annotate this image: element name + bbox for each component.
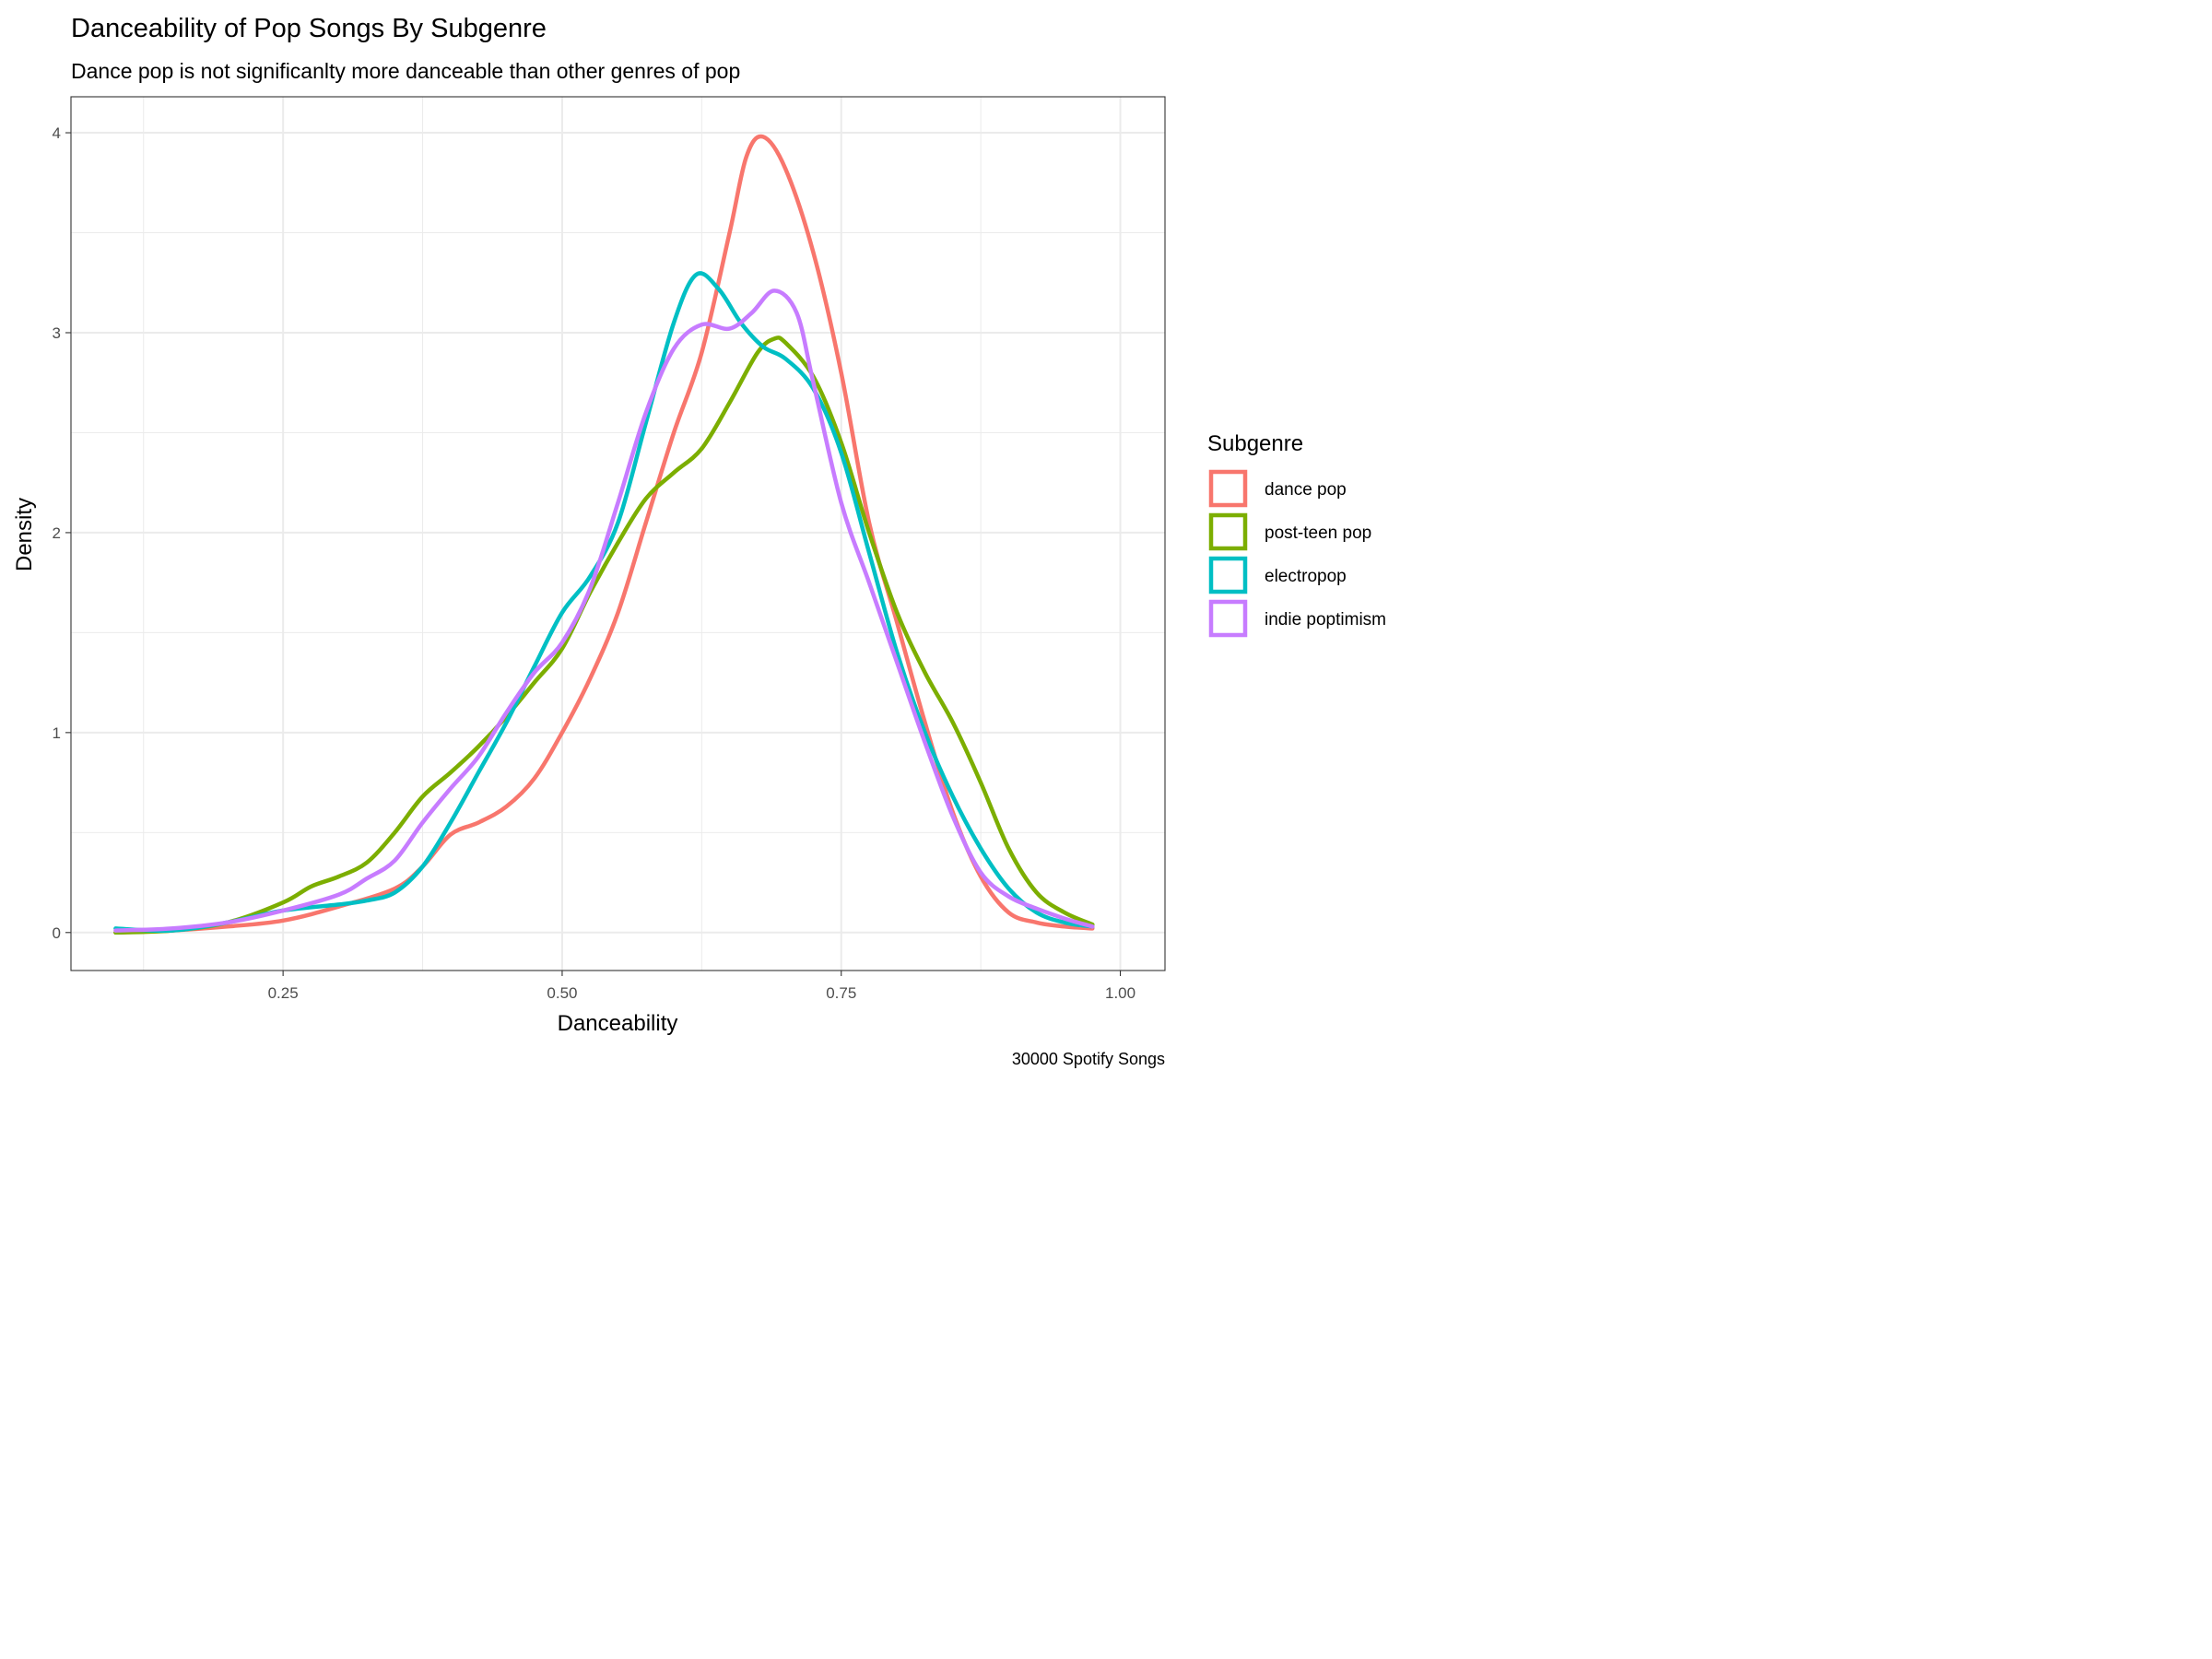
chart-title: Danceability of Pop Songs By Subgenre <box>71 14 547 43</box>
x-tick-label: 0.50 <box>547 984 577 1002</box>
legend-label: electropop <box>1265 567 1347 586</box>
x-axis-title: Danceability <box>558 1011 678 1036</box>
density-line-post-teen-pop <box>113 335 1095 935</box>
density-line-electropop <box>113 271 1095 934</box>
x-tick-label: 0.25 <box>268 984 299 1002</box>
density-line-indie-poptimism <box>113 288 1095 933</box>
chart-caption: 30000 Spotify Songs <box>1012 1050 1165 1068</box>
chart-subtitle: Dance pop is not significanlty more danc… <box>71 59 740 83</box>
legend-title: Subgenre <box>1207 431 1303 456</box>
y-tick-label: 4 <box>53 124 61 142</box>
y-tick-label: 0 <box>53 924 61 942</box>
legend-label: dance pop <box>1265 480 1347 500</box>
legend-key <box>1208 556 1248 594</box>
x-axis: 0.25 0.50 0.75 1.00 <box>268 971 1135 1002</box>
legend-key <box>1208 512 1248 551</box>
legend-key <box>1208 599 1248 638</box>
legend: Subgenre dance pop post-teen pop electropo… <box>1207 431 1386 638</box>
y-axis: 0 1 2 3 4 <box>53 124 71 942</box>
legend-key <box>1208 469 1248 508</box>
major-gridlines <box>71 97 1165 971</box>
panel-border <box>70 96 1166 971</box>
density-chart: Danceability of Pop Songs By Subgenre Da… <box>12 14 1386 1068</box>
legend-label: indie poptimism <box>1265 610 1386 629</box>
minor-gridlines <box>71 97 1165 971</box>
y-axis-title: Density <box>12 498 37 571</box>
density-lines <box>113 134 1095 935</box>
y-tick-label: 2 <box>53 524 61 542</box>
legend-label: post-teen pop <box>1265 524 1371 543</box>
x-tick-label: 1.00 <box>1105 984 1135 1002</box>
plot-area <box>70 96 1166 971</box>
y-tick-label: 1 <box>53 724 61 742</box>
x-tick-label: 0.75 <box>826 984 856 1002</box>
y-tick-label: 3 <box>53 324 61 342</box>
